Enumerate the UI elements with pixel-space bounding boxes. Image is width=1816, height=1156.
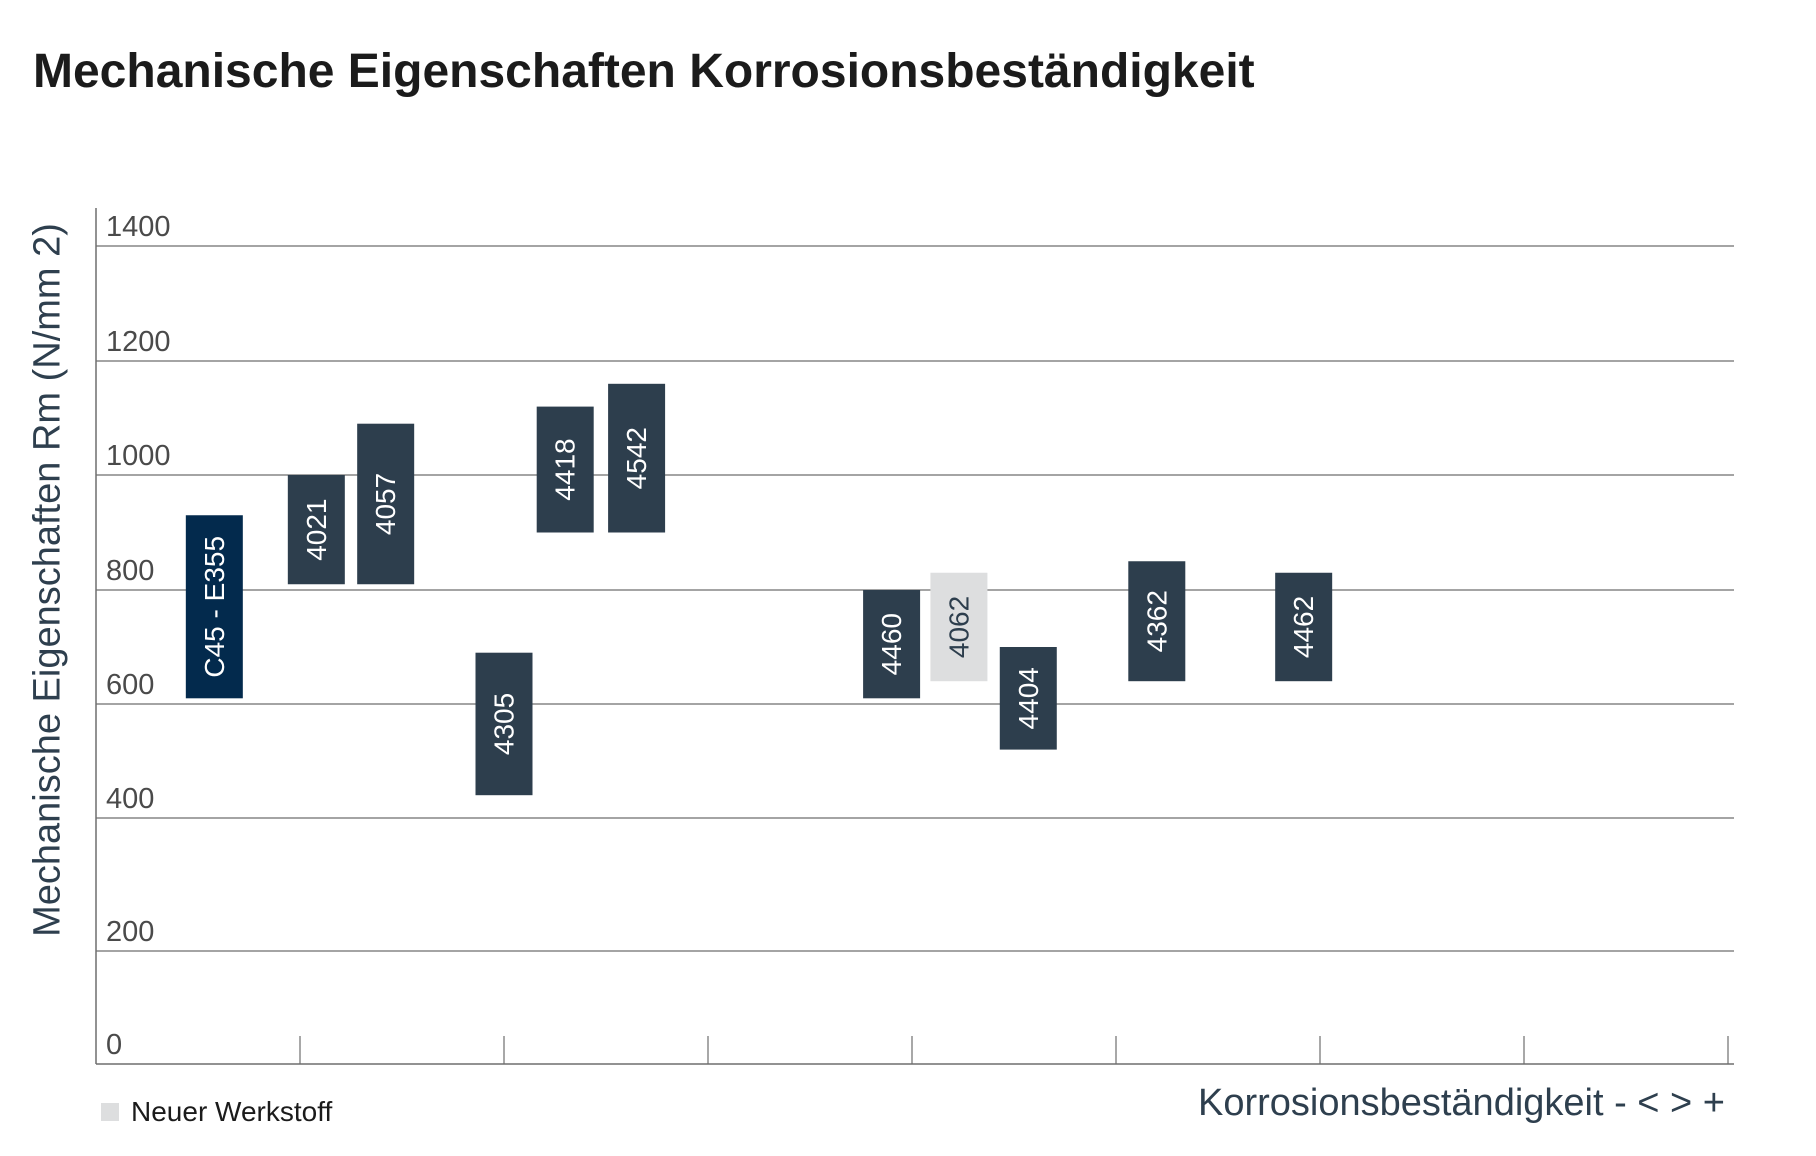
bar-label-4462: 4462 [1288,596,1319,658]
y-tick-label-200: 200 [106,916,154,948]
legend-label-new-material: Neuer Werkstoff [131,1096,333,1127]
bar-label-c45-e355: C45 - E355 [199,536,230,678]
bar-4021 [287,475,345,585]
bar-label-4305: 4305 [489,693,520,755]
legend-swatch-new-material [101,1103,119,1121]
bar-label-4542: 4542 [621,427,652,489]
bar-label-4362: 4362 [1141,590,1172,652]
y-tick-label-1200: 1200 [106,326,171,358]
bar-label-4057: 4057 [370,473,401,535]
bar-label-4418: 4418 [550,438,581,500]
bar-label-4021: 4021 [301,498,332,560]
bar-4362 [1128,561,1186,682]
bar-c45-e355 [185,515,243,699]
y-tick-label-400: 400 [106,783,154,815]
bar-label-4460: 4460 [876,613,907,675]
y-tick-label-1400: 1400 [106,211,171,243]
bar-4062 [930,572,988,682]
y-tick-label-600: 600 [106,669,154,701]
bar-4418 [536,406,594,533]
bar-label-4404: 4404 [1013,667,1044,729]
bar-4542 [608,383,666,533]
chart-title: Mechanische Eigenschaften Korrosionsbest… [33,45,1255,98]
y-tick-label-0: 0 [106,1029,122,1061]
y-axis-label: Mechanische Eigenschaften Rm (N/mm 2) [26,223,69,937]
bar-4462 [1275,572,1333,682]
bar-label-4062: 4062 [943,596,974,658]
legend: Neuer Werkstoff [101,1096,332,1128]
y-tick-label-800: 800 [106,555,154,587]
bar-4057 [357,423,415,585]
bar-4305 [475,652,533,796]
x-axis-label: Korrosionsbeständigkeit - < > + [1197,1082,1725,1124]
bar-4404 [999,647,1057,750]
y-tick-label-1000: 1000 [106,440,171,472]
bar-4460 [863,590,921,699]
